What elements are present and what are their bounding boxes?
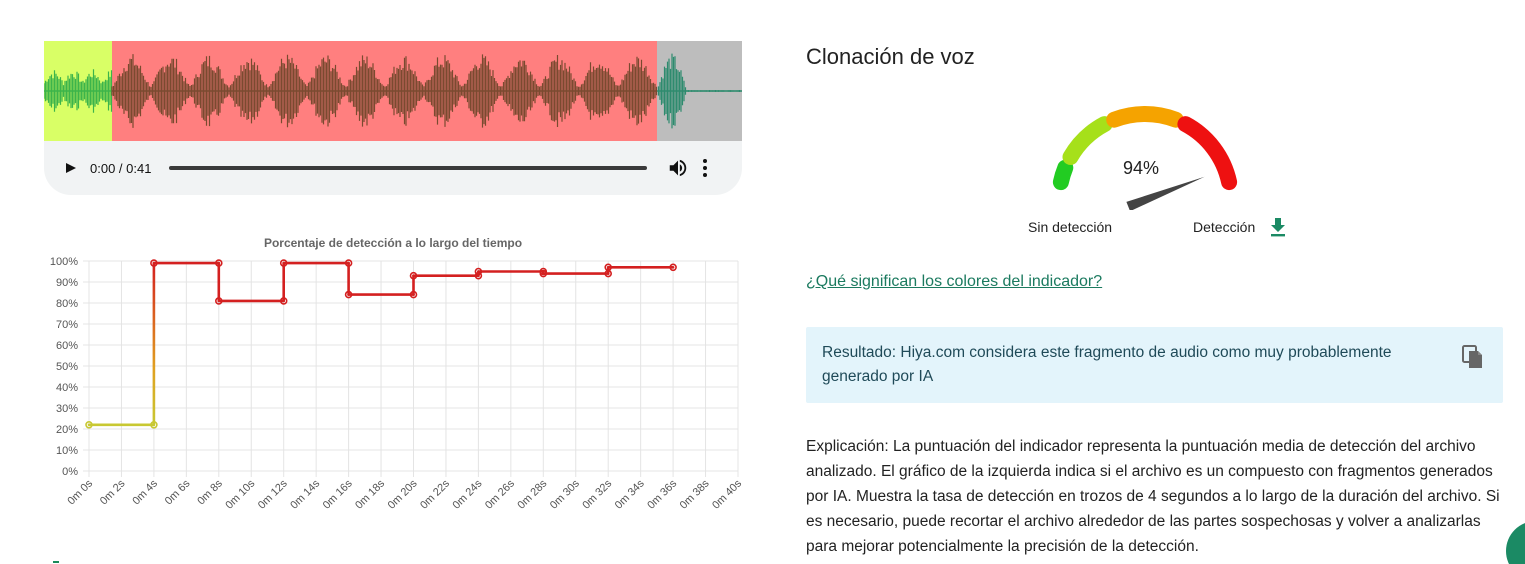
data-point[interactable] [215, 297, 223, 305]
x-tick-label: 0m 30s [548, 477, 582, 511]
x-tick-label: 0m 8s [195, 477, 225, 507]
data-point[interactable] [344, 259, 353, 267]
data-point[interactable] [409, 271, 418, 280]
data-point[interactable] [150, 421, 158, 429]
data-point[interactable] [85, 421, 93, 429]
y-tick-label: 10% [56, 445, 78, 457]
y-tick-label: 70% [56, 319, 78, 331]
x-tick-label: 0m 34s [613, 477, 647, 511]
data-point[interactable] [215, 259, 223, 267]
detection-gauge [1052, 106, 1238, 210]
colors-meaning-link[interactable]: ¿Qué significan los colores del indicado… [806, 273, 1103, 290]
y-tick-label: 100% [50, 256, 78, 268]
x-tick-label: 0m 26s [483, 477, 517, 511]
y-tick-label: 40% [56, 382, 78, 394]
x-tick-label: 0m 22s [418, 477, 452, 511]
data-point[interactable] [474, 267, 483, 276]
gauge-band [1062, 116, 1113, 165]
data-point[interactable] [279, 297, 288, 305]
audio-player: 0:00 / 0:41 [44, 141, 742, 195]
more-options-icon[interactable] [699, 157, 711, 179]
explanation-text: Explicación: La puntuación del indicador… [806, 438, 1500, 555]
x-tick-label: 0m 2s [98, 477, 128, 507]
x-tick-label: 0m 32s [580, 477, 614, 511]
x-tick-label: 0m 36s [645, 477, 679, 511]
audio-waveform[interactable] [44, 41, 742, 141]
gauge-needle [1126, 176, 1205, 210]
download-icon[interactable] [1269, 217, 1287, 237]
gauge-label-no-detection: Sin detección [1028, 219, 1113, 235]
data-point[interactable] [344, 290, 353, 299]
x-tick-label: 0m 16s [321, 477, 355, 511]
detection-chart: Porcentaje de detección a lo largo del t… [40, 230, 750, 564]
audio-progress-bar[interactable] [169, 166, 648, 170]
x-tick-label: 0m 14s [288, 477, 322, 511]
result-box: Resultado: Hiya.com considera este fragm… [806, 327, 1503, 403]
section-title: Clonación de voz [806, 44, 975, 69]
x-tick-label: 0m 0s [65, 477, 95, 507]
x-tick-label: 0m 4s [130, 477, 160, 507]
x-tick-label: 0m 40s [710, 477, 744, 511]
gauge-label-detection: Detección [1193, 219, 1256, 235]
data-point[interactable] [474, 271, 483, 280]
data-point[interactable] [150, 259, 158, 267]
y-tick-label: 80% [56, 298, 78, 310]
gauge-value: 94% [1122, 158, 1160, 178]
chart-title: Porcentaje de detección a lo largo del t… [264, 236, 522, 250]
y-tick-label: 30% [56, 403, 78, 415]
audio-time: 0:00 / 0:41 [90, 160, 152, 176]
x-tick-label: 0m 12s [256, 477, 290, 511]
x-tick-label: 0m 24s [451, 477, 485, 511]
gauge-band [1106, 106, 1184, 128]
copy-icon[interactable] [1462, 345, 1484, 369]
x-tick-label: 0m 20s [386, 477, 420, 511]
result-text: Resultado: Hiya.com considera este fragm… [822, 344, 1392, 385]
y-tick-label: 50% [56, 361, 78, 373]
chat-button[interactable] [1506, 521, 1525, 564]
x-tick-label: 0m 18s [353, 477, 387, 511]
x-tick-label: 0m 28s [515, 477, 549, 511]
gauge-band [1177, 116, 1238, 191]
data-point[interactable] [669, 263, 677, 272]
data-point[interactable] [279, 259, 288, 267]
data-point[interactable] [604, 263, 613, 272]
data-point[interactable] [539, 269, 548, 278]
volume-icon[interactable] [667, 157, 689, 179]
gauge-band [1052, 159, 1074, 191]
chart-scroll-indicator [53, 561, 59, 563]
y-tick-label: 90% [56, 277, 78, 289]
y-tick-label: 60% [56, 340, 78, 352]
x-tick-label: 0m 10s [223, 477, 257, 511]
x-tick-label: 0m 6s [163, 477, 193, 507]
data-point[interactable] [409, 290, 418, 299]
y-tick-label: 20% [56, 424, 78, 436]
y-tick-label: 0% [62, 466, 78, 478]
play-icon[interactable] [64, 160, 78, 176]
x-tick-label: 0m 38s [678, 477, 712, 511]
